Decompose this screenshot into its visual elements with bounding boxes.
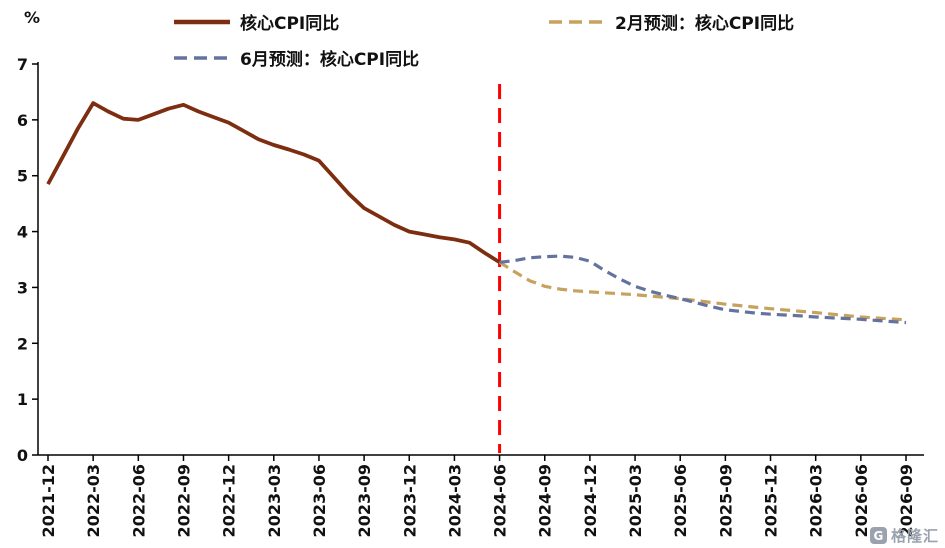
legend-item-feb-forecast: 2月预测：核心CPI同比	[548, 9, 794, 34]
svg-text:2024-06: 2024-06	[491, 464, 510, 537]
svg-text:0: 0	[17, 446, 28, 465]
svg-text:2022-06: 2022-06	[129, 464, 148, 537]
svg-text:5: 5	[17, 167, 28, 186]
svg-text:2024-09: 2024-09	[536, 464, 555, 537]
y-axis-unit-label: %	[24, 8, 41, 27]
legend-item-jun-forecast: 6月预测：核心CPI同比	[173, 45, 419, 70]
svg-text:7: 7	[17, 55, 28, 74]
legend-dashed-line-icon	[174, 55, 230, 60]
legend-item-core-cpi: 核心CPI同比	[173, 9, 339, 34]
svg-text:2026-03: 2026-03	[807, 464, 826, 537]
svg-text:2024-03: 2024-03	[445, 464, 464, 537]
svg-text:2023-03: 2023-03	[265, 464, 284, 537]
svg-text:2022-12: 2022-12	[220, 464, 239, 537]
legend-dashed-line-icon	[549, 19, 605, 24]
svg-text:2022-09: 2022-09	[174, 464, 193, 537]
svg-text:2023-12: 2023-12	[400, 464, 419, 537]
svg-text:2025-03: 2025-03	[626, 464, 645, 537]
svg-text:2021-12: 2021-12	[39, 464, 58, 537]
svg-text:2: 2	[17, 334, 28, 353]
svg-text:2024-12: 2024-12	[581, 464, 600, 537]
gelonghui-watermark: G 格隆汇	[869, 525, 939, 546]
legend-solid-line-icon	[174, 19, 230, 24]
svg-text:4: 4	[17, 223, 28, 242]
svg-text:2023-06: 2023-06	[310, 464, 329, 537]
svg-text:2026-09: 2026-09	[897, 464, 916, 537]
svg-text:2025-09: 2025-09	[716, 464, 735, 537]
legend-label-jun-forecast: 6月预测：核心CPI同比	[240, 50, 420, 70]
svg-text:3: 3	[17, 278, 28, 297]
svg-text:2023-09: 2023-09	[355, 464, 374, 537]
svg-text:6: 6	[17, 111, 28, 130]
gelonghui-logo-icon: G	[869, 527, 887, 544]
legend-label-feb-forecast: 2月预测：核心CPI同比	[615, 14, 795, 34]
svg-text:2022-03: 2022-03	[84, 464, 103, 537]
legend-label-core-cpi: 核心CPI同比	[240, 14, 340, 34]
svg-text:2025-06: 2025-06	[671, 464, 690, 537]
svg-text:2026-06: 2026-06	[852, 464, 871, 537]
gelonghui-logo-text: 格隆汇	[890, 527, 939, 545]
svg-text:1: 1	[17, 390, 28, 409]
svg-text:2025-12: 2025-12	[762, 464, 781, 537]
